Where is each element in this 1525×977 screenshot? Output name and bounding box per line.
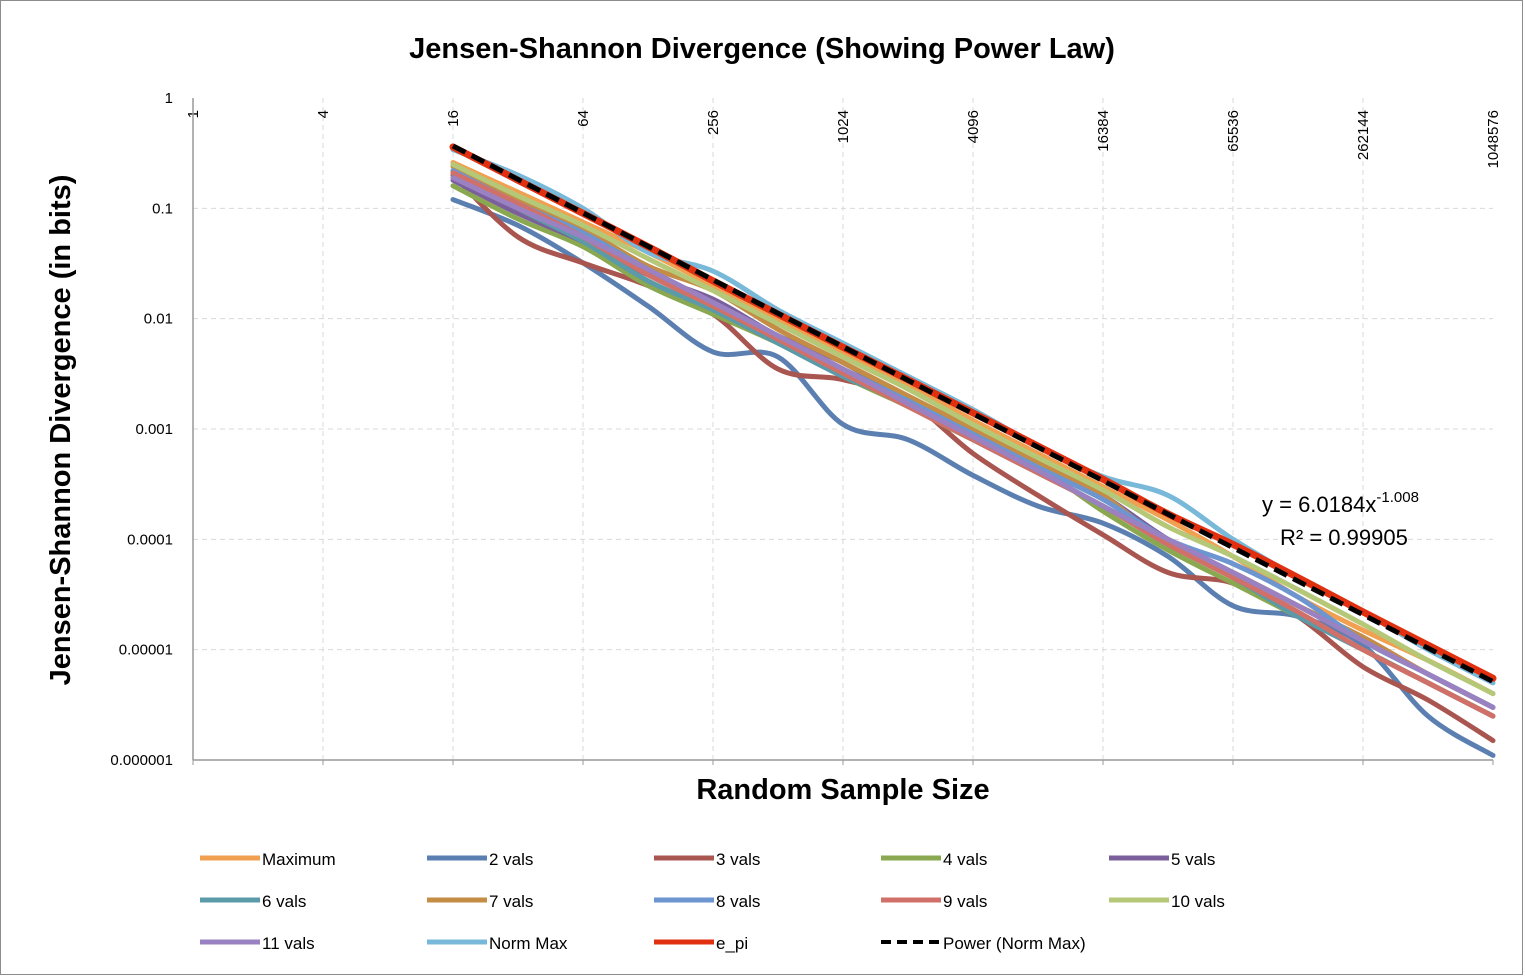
x-tick-label: 262144	[1355, 110, 1372, 160]
x-tick-label: 256	[705, 110, 722, 135]
legend-label-e-pi: e_pi	[716, 934, 748, 953]
series-line-11-vals	[450, 175, 1496, 710]
legend-label-power-norm-max: Power (Norm Max)	[943, 934, 1086, 953]
r-squared: R² = 0.99905	[1280, 525, 1408, 550]
y-tick-label: 0.000001	[110, 752, 173, 769]
x-tick-label: 16384	[1095, 110, 1112, 152]
legend-label-8-vals: 8 vals	[716, 892, 760, 911]
plot-lines	[449, 143, 1497, 758]
x-tick-label: 4096	[965, 110, 982, 143]
y-tick-label: 0.0001	[127, 531, 173, 548]
x-tick-label: 16	[445, 110, 462, 127]
legend-label-6-vals: 6 vals	[262, 892, 306, 911]
legend-label-maximum: Maximum	[262, 850, 336, 869]
y-tick-label: 0.001	[135, 421, 173, 438]
y-tick-label: 0.00001	[119, 642, 173, 659]
series-line-power-norm-max	[451, 143, 1495, 684]
legend-label-2-vals: 2 vals	[489, 850, 533, 869]
series-line-3-vals	[450, 172, 1496, 744]
x-tick-label: 4	[315, 110, 332, 118]
x-tick-label: 65536	[1225, 110, 1242, 152]
legend-label-3-vals: 3 vals	[716, 850, 760, 869]
x-tick-label: 64	[575, 110, 592, 127]
y-tick-label: 1	[165, 90, 173, 107]
x-axis-title: Random Sample Size	[696, 774, 989, 806]
series-line-9-vals	[450, 170, 1496, 719]
series-line-10-vals	[450, 161, 1496, 697]
y-tick-label: 0.1	[152, 200, 173, 217]
x-tick-label: 1024	[835, 110, 852, 143]
legend-label-5-vals: 5 vals	[1171, 850, 1215, 869]
x-tick-label: 1048576	[1485, 110, 1502, 168]
y-tick-label: 0.01	[144, 311, 173, 328]
grid	[193, 98, 1493, 760]
legend-label-4-vals: 4 vals	[943, 850, 987, 869]
legend-label-9-vals: 9 vals	[943, 892, 987, 911]
legend-label-norm-max: Norm Max	[489, 934, 568, 953]
legend-label-10-vals: 10 vals	[1171, 892, 1225, 911]
y-axis-ticks: 1 0.1 0.01 0.001 0.0001 0.00001 0.000001	[110, 90, 173, 769]
trendline-equation: y = 6.0184x-1.008	[1262, 489, 1419, 517]
chart-title: Jensen-Shannon Divergence (Showing Power…	[409, 33, 1115, 65]
legend-label-7-vals: 7 vals	[489, 892, 533, 911]
y-axis-title: Jensen-Shannon Divergence (in bits)	[45, 175, 77, 686]
equation-exponent: -1.008	[1376, 489, 1419, 506]
legend: Maximum 2 vals 3 vals 4 vals 5 vals 6 vals 7 v…	[200, 850, 1225, 953]
equation-base: y = 6.0184x	[1262, 492, 1376, 517]
legend-label-11-vals: 11 vals	[262, 934, 315, 953]
